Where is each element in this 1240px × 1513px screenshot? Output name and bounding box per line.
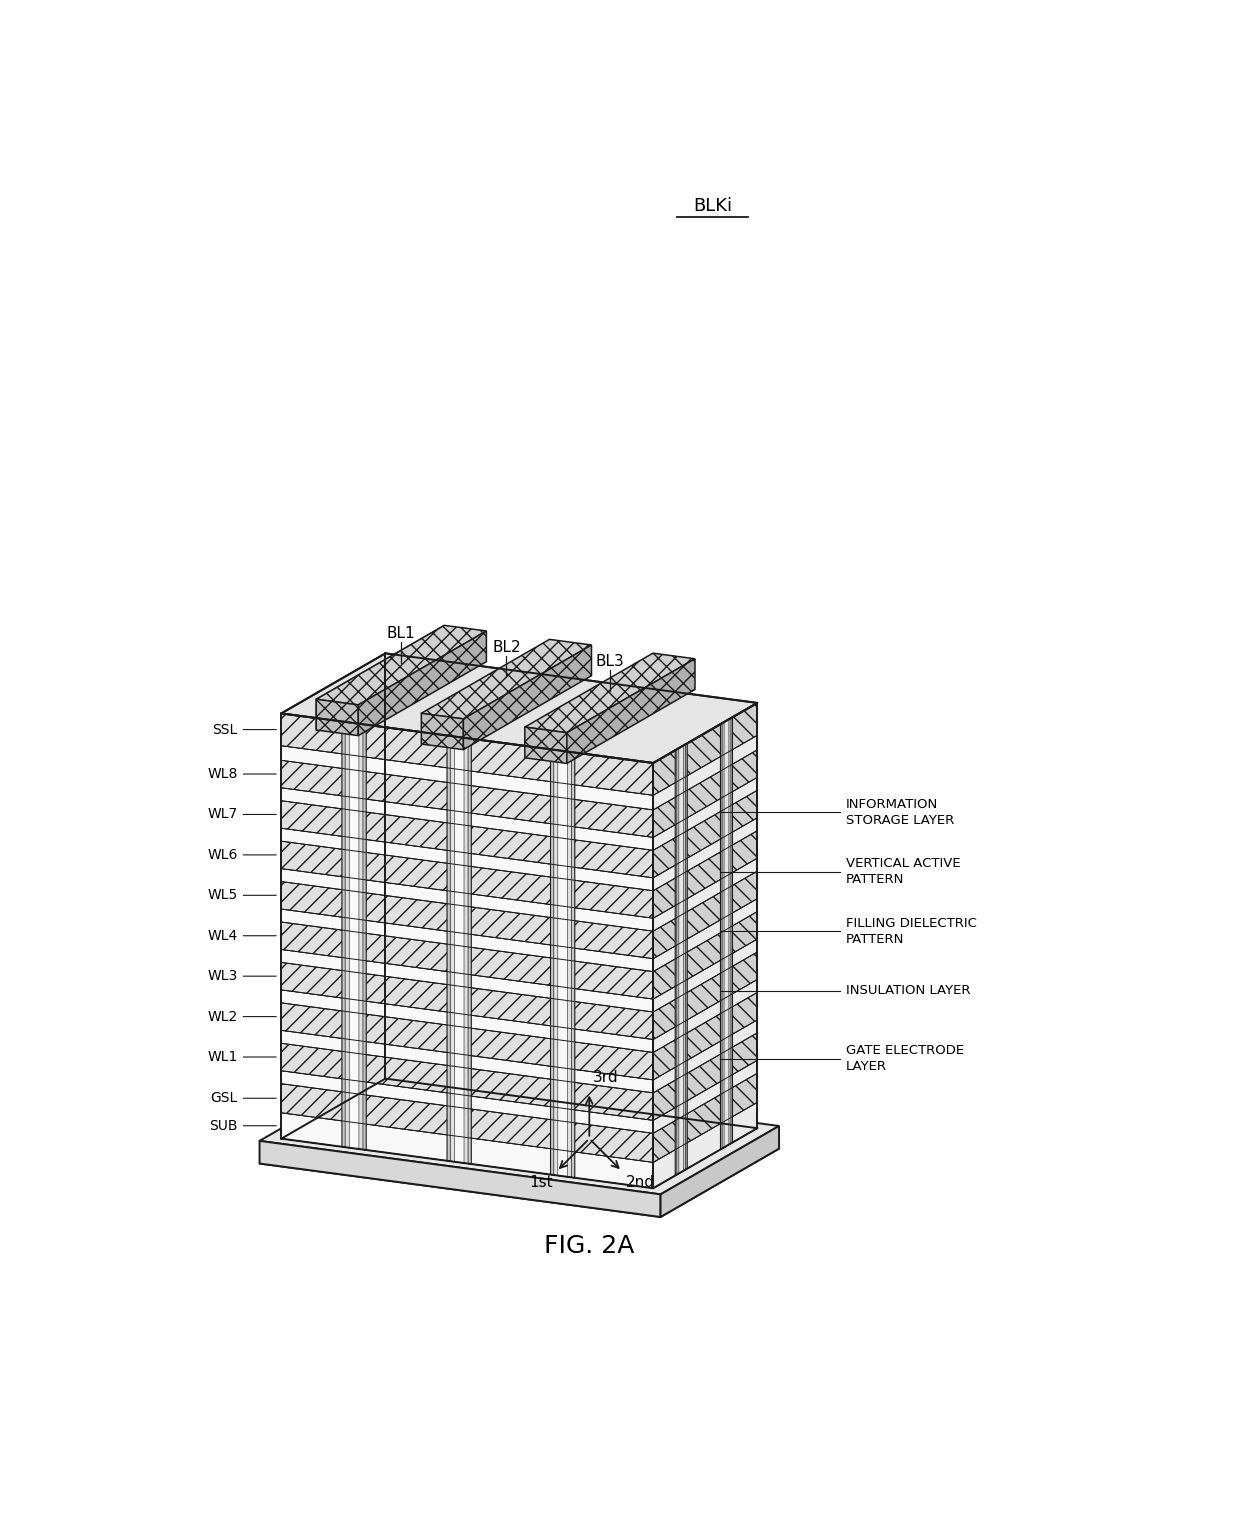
- Polygon shape: [358, 631, 486, 735]
- Polygon shape: [450, 735, 467, 1163]
- Polygon shape: [281, 761, 653, 837]
- Text: 3rd: 3rd: [593, 1070, 619, 1085]
- Text: INFORMATION
STORAGE LAYER: INFORMATION STORAGE LAYER: [846, 797, 954, 826]
- Polygon shape: [557, 738, 578, 749]
- Polygon shape: [281, 1083, 653, 1162]
- Polygon shape: [653, 750, 758, 837]
- Polygon shape: [281, 909, 653, 971]
- Polygon shape: [676, 743, 687, 1176]
- Polygon shape: [281, 868, 653, 930]
- Polygon shape: [464, 645, 591, 749]
- Text: BLKi: BLKi: [693, 197, 732, 215]
- Polygon shape: [653, 790, 758, 878]
- Polygon shape: [653, 993, 758, 1080]
- Text: WL6: WL6: [207, 847, 237, 862]
- Polygon shape: [554, 750, 572, 1177]
- Polygon shape: [316, 699, 358, 735]
- Polygon shape: [653, 1033, 758, 1120]
- Polygon shape: [281, 714, 653, 796]
- Text: WL7: WL7: [207, 808, 237, 822]
- Polygon shape: [653, 1061, 758, 1133]
- Polygon shape: [350, 722, 358, 1148]
- Polygon shape: [422, 713, 464, 749]
- Polygon shape: [653, 911, 758, 999]
- Text: 1st: 1st: [529, 1176, 553, 1191]
- Polygon shape: [316, 625, 444, 729]
- Polygon shape: [653, 704, 758, 796]
- Polygon shape: [724, 719, 729, 1147]
- Polygon shape: [551, 749, 575, 1177]
- Polygon shape: [677, 744, 686, 1174]
- Text: WL8: WL8: [207, 767, 237, 781]
- Polygon shape: [281, 921, 653, 999]
- Polygon shape: [653, 940, 758, 1012]
- Polygon shape: [259, 1095, 779, 1216]
- Polygon shape: [653, 1073, 758, 1162]
- Text: INSULATION LAYER: INSULATION LAYER: [846, 983, 971, 997]
- Polygon shape: [281, 654, 758, 763]
- Text: GSL: GSL: [210, 1091, 237, 1104]
- Polygon shape: [653, 778, 758, 850]
- Text: VERTICAL ACTIVE
PATTERN: VERTICAL ACTIVE PATTERN: [846, 856, 961, 887]
- Polygon shape: [281, 1003, 653, 1080]
- Text: SSL: SSL: [212, 723, 237, 737]
- Polygon shape: [720, 717, 733, 1150]
- Polygon shape: [661, 1126, 779, 1216]
- Polygon shape: [281, 882, 653, 959]
- Text: 2nd: 2nd: [626, 1176, 655, 1191]
- Polygon shape: [281, 1030, 653, 1092]
- Polygon shape: [722, 719, 730, 1148]
- Polygon shape: [281, 841, 653, 918]
- Polygon shape: [281, 990, 653, 1053]
- Polygon shape: [454, 725, 475, 735]
- Text: WL3: WL3: [207, 970, 237, 983]
- Polygon shape: [558, 750, 568, 1177]
- Polygon shape: [653, 858, 758, 930]
- Text: BL3: BL3: [595, 654, 624, 669]
- Polygon shape: [281, 1071, 653, 1133]
- Text: WL1: WL1: [207, 1050, 237, 1064]
- Polygon shape: [525, 654, 694, 732]
- Polygon shape: [653, 1020, 758, 1092]
- Polygon shape: [653, 899, 758, 971]
- Polygon shape: [259, 1073, 779, 1194]
- Polygon shape: [348, 711, 370, 722]
- Text: SUB: SUB: [208, 1118, 237, 1133]
- Polygon shape: [422, 640, 591, 719]
- Polygon shape: [448, 735, 471, 1163]
- Polygon shape: [281, 950, 653, 1012]
- Polygon shape: [342, 722, 366, 1150]
- Polygon shape: [281, 1044, 653, 1120]
- Text: BL2: BL2: [492, 640, 521, 655]
- Polygon shape: [259, 1141, 661, 1216]
- Polygon shape: [653, 952, 758, 1039]
- Text: BL1: BL1: [387, 626, 415, 642]
- Text: WL4: WL4: [207, 929, 237, 943]
- Polygon shape: [281, 828, 653, 891]
- Polygon shape: [567, 658, 694, 764]
- Polygon shape: [653, 817, 758, 891]
- Polygon shape: [316, 625, 486, 705]
- Text: WL5: WL5: [207, 888, 237, 902]
- Text: FILLING DIELECTRIC
PATTERN: FILLING DIELECTRIC PATTERN: [846, 917, 977, 946]
- Polygon shape: [653, 831, 758, 918]
- Text: GATE ELECTRODE
LAYER: GATE ELECTRODE LAYER: [846, 1044, 963, 1073]
- Polygon shape: [281, 788, 653, 850]
- Polygon shape: [454, 737, 464, 1163]
- Polygon shape: [281, 746, 653, 809]
- Polygon shape: [281, 962, 653, 1039]
- Polygon shape: [653, 871, 758, 959]
- Polygon shape: [281, 800, 653, 878]
- Polygon shape: [345, 722, 363, 1150]
- Polygon shape: [653, 1103, 758, 1188]
- Polygon shape: [653, 979, 758, 1053]
- Polygon shape: [281, 1112, 653, 1188]
- Polygon shape: [525, 728, 567, 764]
- Text: FIG. 2A: FIG. 2A: [544, 1235, 635, 1259]
- Text: WL2: WL2: [207, 1009, 237, 1024]
- Polygon shape: [653, 735, 758, 809]
- Polygon shape: [678, 746, 683, 1174]
